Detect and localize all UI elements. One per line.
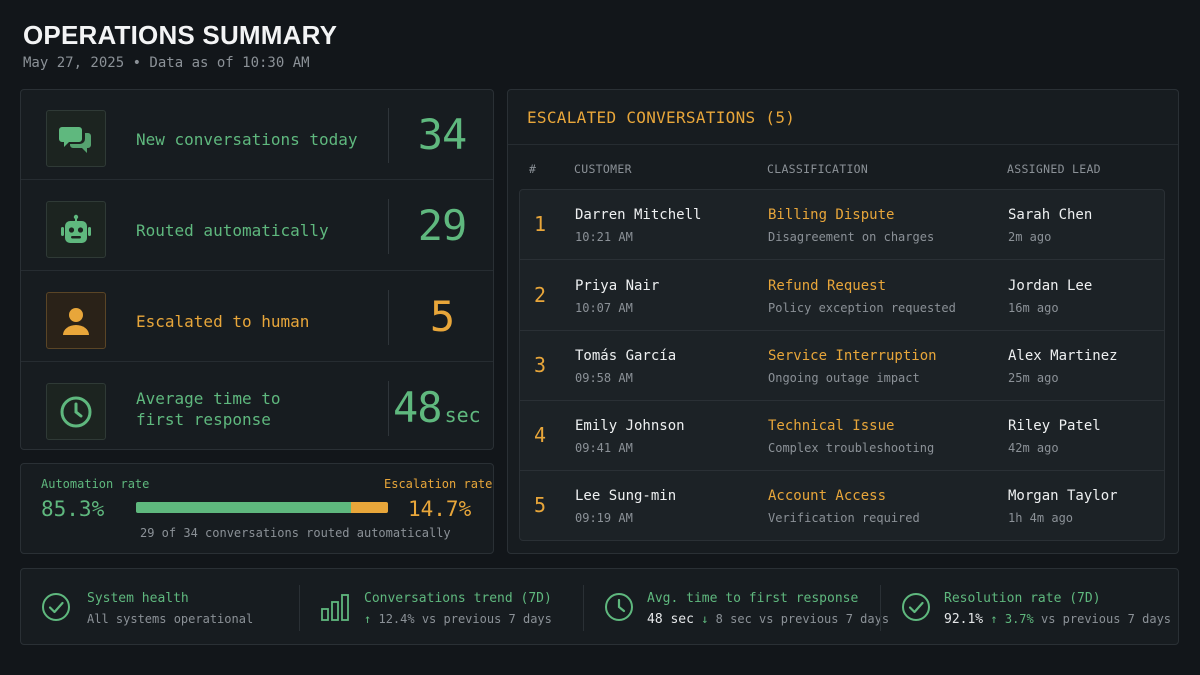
escalated-conversations-panel: ESCALATED CONVERSATIONS (5) # CUSTOMER C… xyxy=(507,89,1179,554)
escalation-rate-label: Escalation rate xyxy=(384,477,493,491)
assigned-lead: Sarah Chen xyxy=(1008,207,1093,223)
column-header-customer: CUSTOMER xyxy=(574,162,632,176)
page-title: OPERATIONS SUMMARY xyxy=(23,20,338,50)
footer-stats-panel: System health All systems operational Co… xyxy=(20,568,1179,645)
customer-name: Tomás García xyxy=(575,348,677,364)
escalated-table: 1 Darren Mitchell 10:21 AM Billing Dispu… xyxy=(519,189,1165,541)
stat-sub: 92.1% ↑ 3.7% vs previous 7 days xyxy=(944,612,1172,627)
assigned-ago: 2m ago xyxy=(1008,230,1052,244)
classification-detail: Policy exception requested xyxy=(768,301,956,315)
kpi-unit: sec xyxy=(444,403,481,427)
classification-detail: Complex troubleshooting xyxy=(768,441,935,455)
person-icon xyxy=(46,292,106,349)
check-circle-icon xyxy=(42,593,70,621)
kpi-routed-automatically: Routed automatically 29 xyxy=(21,181,493,271)
table-row[interactable]: 4 Emily Johnson 09:41 AM Technical Issue… xyxy=(520,401,1164,471)
stat-sub: All systems operational xyxy=(87,612,254,626)
kpi-panel: New conversations today 34 Routed automa… xyxy=(20,89,494,450)
page-subtitle: May 27, 2025 • Data as of 10:30 AM xyxy=(23,55,310,71)
rate-note: 29 of 34 conversations routed automatica… xyxy=(140,526,451,540)
assigned-ago: 42m ago xyxy=(1008,441,1059,455)
clock-icon xyxy=(46,383,106,440)
kpi-new-conversations: New conversations today 34 xyxy=(21,90,493,180)
assigned-ago: 16m ago xyxy=(1008,301,1059,315)
customer-time: 09:19 AM xyxy=(575,511,633,525)
stat-title: System health xyxy=(87,591,189,606)
customer-name: Darren Mitchell xyxy=(575,207,702,223)
classification: Refund Request xyxy=(768,278,887,294)
table-row[interactable]: 5 Lee Sung-min 09:19 AM Account Access V… xyxy=(520,471,1164,541)
assigned-lead: Morgan Taylor xyxy=(1008,488,1118,504)
classification: Service Interruption xyxy=(768,348,937,364)
assigned-lead: Alex Martinez xyxy=(1008,348,1118,364)
kpi-value: 5 xyxy=(429,292,455,341)
kpi-label: Escalated to human xyxy=(136,312,310,331)
row-number: 4 xyxy=(534,423,547,447)
row-number: 3 xyxy=(534,353,547,377)
row-number: 5 xyxy=(534,493,547,517)
classification-detail: Verification required xyxy=(768,511,920,525)
stat-conversations-trend: Conversations trend (7D) ↑ 12.4% vs prev… xyxy=(300,569,583,644)
classification-detail: Ongoing outage impact xyxy=(768,371,920,385)
automation-rate-label: Automation rate xyxy=(41,477,150,491)
column-header-lead: ASSIGNED LEAD xyxy=(1007,162,1101,176)
assigned-lead: Jordan Lee xyxy=(1008,278,1093,294)
escalation-rate-value: 14.7% xyxy=(408,497,472,521)
bar-chart-icon xyxy=(321,594,349,621)
kpi-label: New conversations today xyxy=(136,130,358,149)
chat-bubbles-icon xyxy=(46,110,106,167)
stat-system-health: System health All systems operational xyxy=(21,569,299,644)
customer-time: 09:41 AM xyxy=(575,441,633,455)
kpi-label: Routed automatically xyxy=(136,221,329,240)
customer-time: 10:21 AM xyxy=(575,230,633,244)
stat-title: Resolution rate (7D) xyxy=(944,591,1101,606)
stat-title: Avg. time to first response xyxy=(647,591,859,606)
row-number: 1 xyxy=(534,212,547,236)
kpi-average-first-response: Average time to first response 48 sec xyxy=(21,363,493,453)
classification: Technical Issue xyxy=(768,418,895,434)
kpi-value: 48 sec xyxy=(393,383,481,432)
column-header-num: # xyxy=(529,162,537,176)
assigned-ago: 25m ago xyxy=(1008,371,1059,385)
escalated-title: ESCALATED CONVERSATIONS (5) xyxy=(527,108,796,127)
table-row[interactable]: 2 Priya Nair 10:07 AM Refund Request Pol… xyxy=(520,261,1164,331)
classification-detail: Disagreement on charges xyxy=(768,230,935,244)
customer-name: Lee Sung-min xyxy=(575,488,677,504)
table-row[interactable]: 1 Darren Mitchell 10:21 AM Billing Dispu… xyxy=(520,190,1164,260)
kpi-label: Average time to first response xyxy=(136,389,281,429)
escalation-bar-fill xyxy=(350,502,388,513)
row-number: 2 xyxy=(534,283,547,307)
column-header-classification: CLASSIFICATION xyxy=(767,162,869,176)
classification: Billing Dispute xyxy=(768,207,895,223)
check-circle-icon xyxy=(902,593,930,621)
rate-panel: Automation rate 85.3% Escalation rate 14… xyxy=(20,463,494,554)
customer-time: 09:58 AM xyxy=(575,371,633,385)
customer-name: Emily Johnson xyxy=(575,418,685,434)
kpi-value: 29 xyxy=(417,201,468,250)
stat-title: Conversations trend (7D) xyxy=(364,591,552,606)
automation-bar-fill xyxy=(136,502,351,513)
customer-name: Priya Nair xyxy=(575,278,660,294)
table-row[interactable]: 3 Tomás García 09:58 AM Service Interrup… xyxy=(520,331,1164,401)
rate-progress-bar xyxy=(136,502,388,513)
kpi-escalated-to-human: Escalated to human 5 xyxy=(21,272,493,362)
automation-rate-value: 85.3% xyxy=(41,497,105,521)
stat-sub: 48 sec ↓ 8 sec vs previous 7 days xyxy=(647,612,890,627)
kpi-value: 34 xyxy=(417,110,468,159)
stat-resolution-rate: Resolution rate (7D) 92.1% ↑ 3.7% vs pre… xyxy=(881,569,1180,644)
stat-avg-response: Avg. time to first response 48 sec ↓ 8 s… xyxy=(584,569,889,644)
classification: Account Access xyxy=(768,488,887,504)
customer-time: 10:07 AM xyxy=(575,301,633,315)
assigned-lead: Riley Patel xyxy=(1008,418,1101,434)
robot-icon xyxy=(46,201,106,258)
assigned-ago: 1h 4m ago xyxy=(1008,511,1074,525)
stat-sub: ↑ 12.4% vs previous 7 days xyxy=(364,612,552,626)
clock-icon xyxy=(605,593,633,621)
